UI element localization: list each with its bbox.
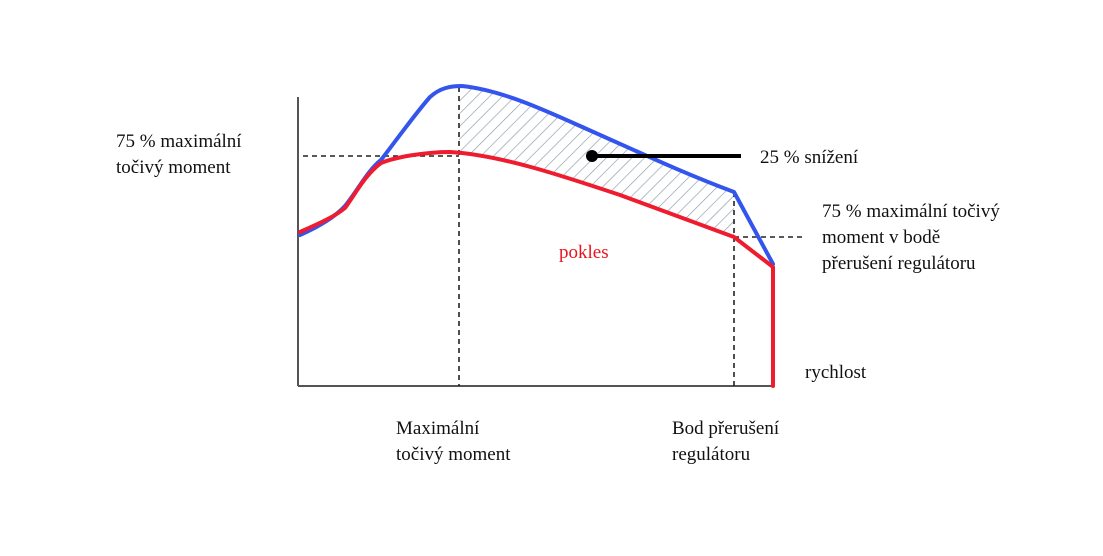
right-threshold-label: 75 % maximální točivý moment v bodě přer…: [822, 199, 1000, 277]
x-axis-label: rychlost: [805, 362, 867, 383]
right-threshold-line-1: 75 % maximální točivý: [822, 201, 1000, 222]
left-threshold-line-2: točivý moment: [116, 157, 231, 178]
reduced-torque-curve: [298, 150, 775, 388]
right-threshold-line-3: přerušení regulátoru: [822, 253, 976, 274]
max-torque-line-2: točivý moment: [396, 444, 511, 465]
right-threshold-line-2: moment v bodě: [822, 227, 941, 248]
reduction-label: 25 % snížení: [760, 147, 859, 168]
reduction-pointer-dot: [586, 150, 598, 162]
governor-breakpoint-line-2: regulátoru: [672, 444, 751, 465]
reduction-hatch-area: [459, 87, 734, 237]
governor-breakpoint-label: Bod přerušení regulátoru: [672, 416, 779, 468]
max-torque-label: Maximální točivý moment: [396, 416, 511, 468]
left-threshold-label: 75 % maximální točivý moment: [116, 129, 242, 181]
max-torque-line-1: Maximální: [396, 418, 480, 439]
left-threshold-line-1: 75 % maximální: [116, 131, 242, 152]
drop-label: pokles: [559, 242, 609, 263]
governor-breakpoint-line-1: Bod přerušení: [672, 418, 780, 439]
